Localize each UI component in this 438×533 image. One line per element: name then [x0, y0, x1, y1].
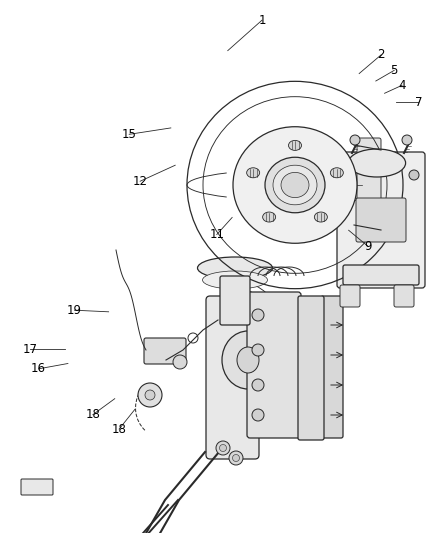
Text: 11: 11 [209, 228, 224, 241]
Circle shape [252, 344, 264, 356]
Circle shape [252, 309, 264, 321]
Circle shape [402, 135, 412, 145]
FancyBboxPatch shape [321, 296, 343, 438]
FancyBboxPatch shape [247, 292, 301, 438]
Text: 2: 2 [377, 49, 385, 61]
Text: 15: 15 [122, 128, 137, 141]
Ellipse shape [330, 168, 343, 178]
Ellipse shape [265, 157, 325, 213]
Ellipse shape [247, 168, 260, 178]
Circle shape [216, 441, 230, 455]
Ellipse shape [348, 149, 406, 177]
Ellipse shape [273, 165, 317, 205]
Text: 19: 19 [67, 304, 82, 317]
Circle shape [138, 383, 162, 407]
FancyBboxPatch shape [343, 265, 419, 285]
Text: 16: 16 [31, 362, 46, 375]
FancyBboxPatch shape [298, 296, 324, 440]
Circle shape [409, 170, 419, 180]
Text: 1: 1 [258, 14, 266, 27]
FancyBboxPatch shape [220, 276, 250, 325]
Circle shape [350, 135, 360, 145]
Ellipse shape [237, 347, 259, 373]
Text: 4: 4 [398, 79, 406, 92]
Ellipse shape [222, 331, 274, 389]
FancyBboxPatch shape [144, 338, 186, 364]
FancyBboxPatch shape [357, 138, 381, 232]
FancyBboxPatch shape [340, 285, 360, 307]
Circle shape [229, 451, 243, 465]
Text: 12: 12 [133, 175, 148, 188]
Text: 9: 9 [364, 240, 372, 253]
Ellipse shape [233, 127, 357, 243]
Ellipse shape [198, 257, 272, 279]
Circle shape [173, 355, 187, 369]
FancyBboxPatch shape [21, 479, 53, 495]
Circle shape [145, 390, 155, 400]
Circle shape [252, 379, 264, 391]
Ellipse shape [263, 212, 276, 222]
Text: 18: 18 [112, 423, 127, 435]
Text: 18: 18 [85, 408, 100, 421]
Circle shape [252, 409, 264, 421]
Ellipse shape [314, 212, 327, 222]
Ellipse shape [284, 175, 306, 195]
Ellipse shape [289, 140, 301, 150]
FancyBboxPatch shape [206, 296, 259, 459]
Circle shape [219, 445, 226, 451]
Ellipse shape [202, 271, 268, 289]
Circle shape [233, 455, 240, 462]
FancyBboxPatch shape [394, 285, 414, 307]
FancyBboxPatch shape [337, 152, 425, 288]
Text: 7: 7 [414, 96, 422, 109]
Text: 17: 17 [22, 343, 37, 356]
Ellipse shape [281, 172, 309, 198]
Text: 5: 5 [391, 64, 398, 77]
FancyBboxPatch shape [356, 198, 406, 242]
